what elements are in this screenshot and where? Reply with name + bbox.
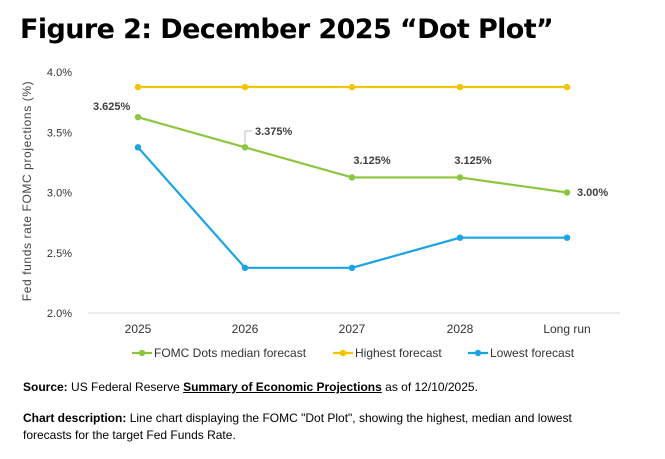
data-point (563, 83, 571, 91)
data-point (563, 234, 571, 241)
data-point (348, 83, 356, 91)
y-tick-label: 4.0% (47, 67, 72, 79)
data-point (348, 264, 356, 272)
y-axis-title: Fed funds rate FOMC projections (%) (20, 81, 34, 301)
data-label: 3.00% (577, 187, 608, 199)
data-label: 3.375% (255, 126, 293, 138)
source-label: Source: (23, 380, 68, 394)
legend-swatch-dot (138, 349, 146, 357)
source-date: as of 12/10/2025. (385, 380, 478, 394)
data-label: 3.125% (353, 155, 391, 167)
legend-label: Highest forecast (355, 346, 442, 360)
data-label-leader (244, 130, 252, 144)
y-tick-label: 3.0% (47, 188, 72, 200)
chart-description: Chart description: Line chart displaying… (23, 410, 623, 444)
legend-label: FOMC Dots median forecast (154, 346, 307, 360)
x-tick-label: 2028 (447, 322, 474, 336)
legend-swatch-dot (474, 349, 482, 357)
description-text: Line chart displaying the FOMC "Dot Plot… (23, 411, 572, 442)
data-label: 3.125% (454, 155, 492, 167)
data-point (456, 83, 464, 91)
y-tick-label: 2.5% (47, 248, 72, 260)
y-tick-label: 3.5% (47, 127, 72, 139)
legend-label: Lowest forecast (490, 346, 575, 360)
x-tick-label: 2026 (232, 322, 259, 336)
source-link[interactable]: Summary of Economic Projections (183, 380, 382, 394)
description-label: Chart description: (23, 411, 127, 425)
line-chart: 2.0% 2.5% 3.0% 3.5% 4.0% 2025 2026 2027 2028 Long… (20, 67, 620, 360)
data-point (456, 174, 464, 181)
data-point (134, 144, 142, 151)
data-point (134, 83, 142, 91)
data-point (348, 174, 356, 181)
source-text: US Federal Reserve (71, 380, 180, 394)
y-tick-label: 2.0% (47, 308, 72, 320)
data-point (134, 113, 142, 121)
data-point (241, 264, 249, 272)
data-point (563, 189, 571, 196)
data-point (241, 83, 249, 91)
x-tick-label: Long run (543, 322, 590, 336)
x-tick-label: 2027 (339, 322, 366, 336)
data-label: 3.625% (93, 101, 131, 113)
data-point (456, 234, 464, 241)
figure-title: Figure 2: December 2025 “Dot Plot” (20, 14, 554, 45)
source-line: Source: US Federal Reserve Summary of Ec… (23, 380, 478, 394)
legend-swatch-dot (339, 349, 347, 357)
data-point (241, 144, 249, 151)
x-tick-label: 2025 (125, 322, 152, 336)
